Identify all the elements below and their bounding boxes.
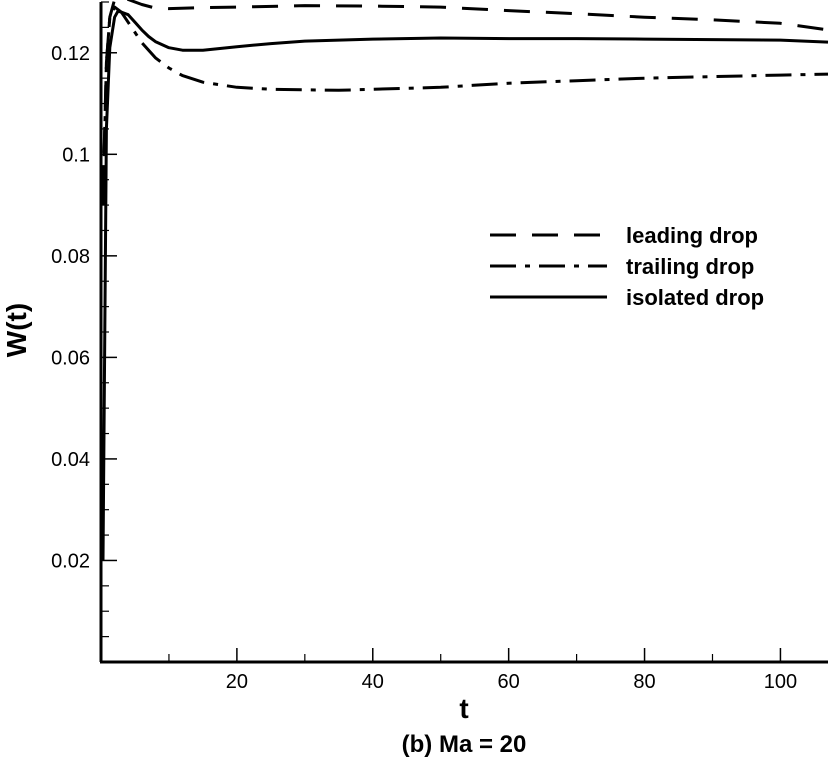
- x-tick-label: 100: [764, 671, 797, 693]
- y-tick-label: 0.08: [51, 246, 90, 268]
- axes-frame: [99, 2, 828, 664]
- chart-caption: (b) Ma = 20: [402, 731, 527, 758]
- x-tick-label: 40: [362, 671, 384, 693]
- y-tick-label: 0.12: [51, 43, 90, 65]
- x-tick-label: 80: [633, 671, 655, 693]
- x-tick-label: 20: [226, 671, 248, 693]
- series-line-isolated-drop: [101, 9, 829, 561]
- y-tick-label: 0.06: [51, 347, 90, 369]
- legend-label: isolated drop: [626, 285, 764, 310]
- ticks: [101, 1, 782, 662]
- legend-label: leading drop: [626, 223, 758, 248]
- x-tick-label: 60: [498, 671, 520, 693]
- y-axis-title: W(t): [1, 303, 32, 357]
- series-lines: [101, 0, 829, 561]
- x-axis-title: t: [459, 693, 468, 724]
- y-tick-label: 0.02: [51, 550, 90, 572]
- legend: leading drop trailing drop isolated drop: [490, 223, 764, 310]
- series-line-leading-drop: [101, 0, 829, 195]
- y-tick-label: 0.1: [62, 144, 90, 166]
- tick-labels: 20 40 60 80 100 0.02 0.04 0.06 0.08 0.1 0.12: [51, 43, 797, 693]
- legend-label: trailing drop: [626, 254, 754, 279]
- y-tick-label: 0.04: [51, 449, 90, 471]
